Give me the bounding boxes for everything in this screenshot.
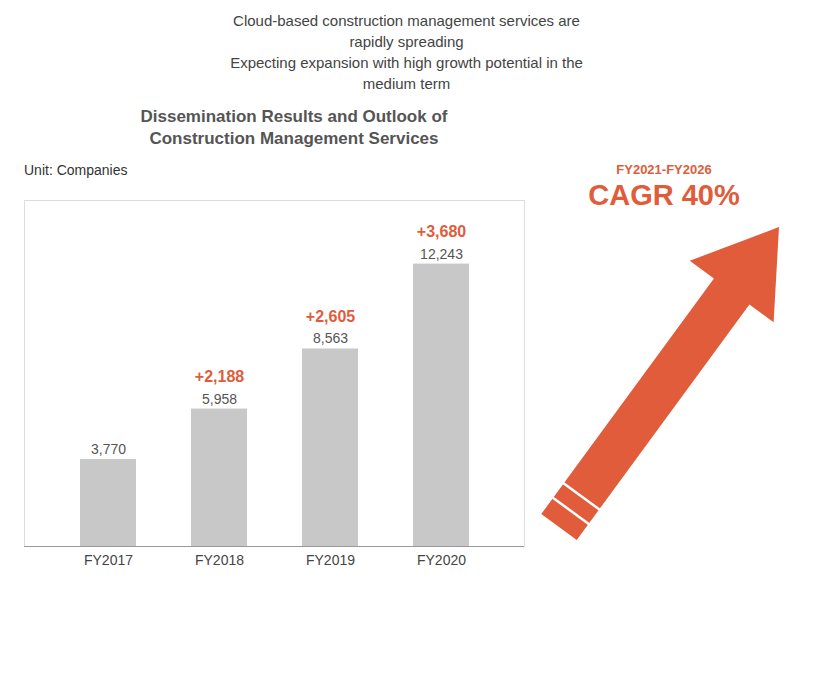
svg-text:FY2017: FY2017 — [84, 552, 133, 568]
html-text:CAGR 40%: CAGR 40% — [588, 179, 740, 211]
html-text:rapidly spreading: rapidly spreading — [349, 33, 464, 50]
svg-text:FY2018: FY2018 — [195, 552, 244, 568]
html-text:Dissemination Results and Outl: Dissemination Results and Outlook of Con… — [140, 107, 448, 148]
svg-text:+2,188: +2,188 — [195, 368, 244, 385]
svg-text:FY2019: FY2019 — [306, 552, 355, 568]
html-text:Expecting expansion with high: Expecting expansion with high growth pot… — [230, 54, 583, 71]
svg-text:8,563: 8,563 — [313, 330, 348, 346]
html-text:FY2021-FY2026: FY2021-FY2026 — [616, 162, 712, 177]
svg-text:12,243: 12,243 — [420, 246, 463, 262]
html-text:medium term: medium term — [362, 75, 451, 92]
svg-text:FY2020: FY2020 — [417, 552, 466, 568]
svg-text:+2,605: +2,605 — [306, 308, 355, 325]
svg-text:5,958: 5,958 — [202, 391, 237, 407]
svg-text:+3,680: +3,680 — [417, 223, 466, 240]
html-text:Cloud-based construction manag: Cloud-based construction management serv… — [233, 12, 580, 29]
html-text:Unit: Companies: Unit: Companies — [24, 162, 128, 178]
svg-text:3,770: 3,770 — [91, 441, 126, 457]
